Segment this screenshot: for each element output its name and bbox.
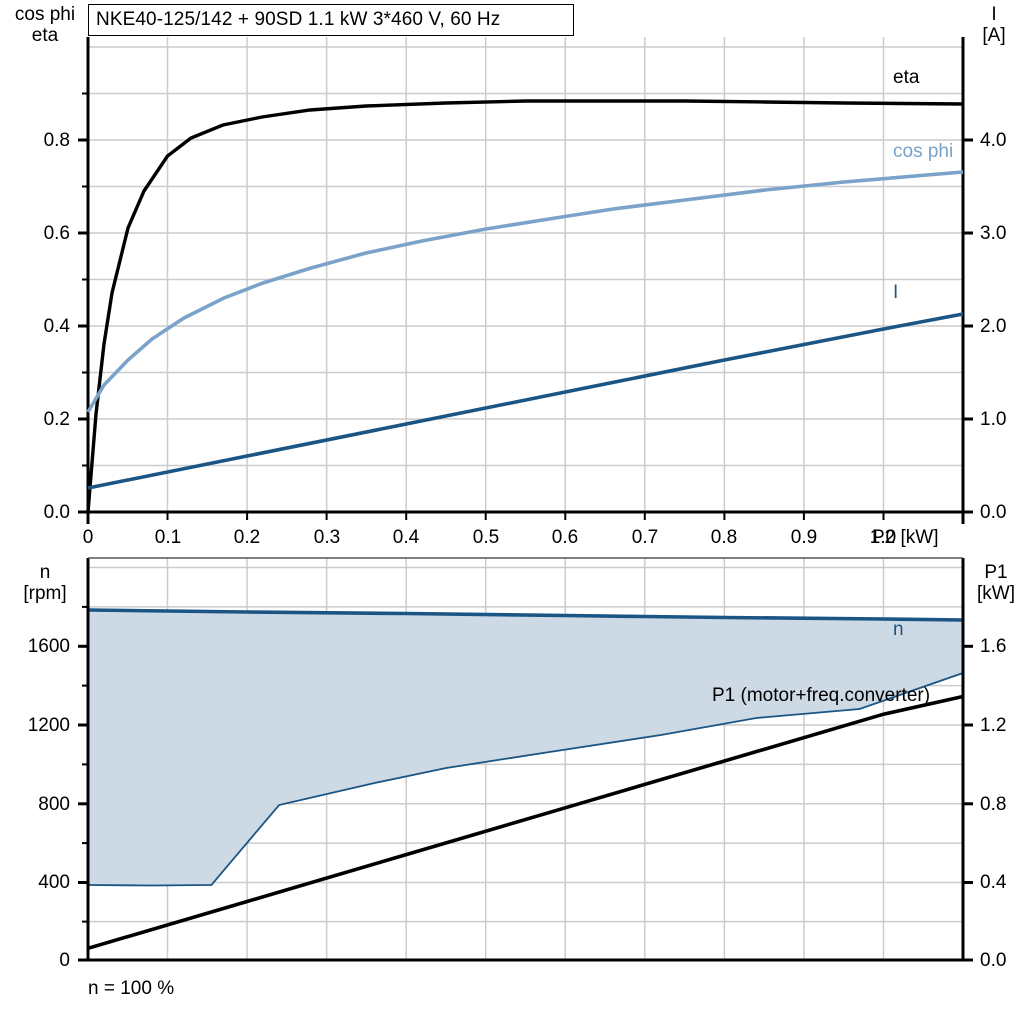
- bottom-right-axis-title: P1 [kW]: [977, 562, 1015, 604]
- bottom-right-tick-1: 0.4: [980, 872, 1007, 893]
- top-x-tick-6: 0.6: [551, 527, 579, 548]
- curve-label-eta: eta: [893, 67, 920, 88]
- top-left-tick-2: 0.4: [43, 316, 70, 337]
- bottom-right-tick-4: 1.6: [980, 636, 1007, 657]
- bottom-left-tick-4: 1600: [27, 636, 70, 657]
- top-left-tick-0: 0.0: [43, 502, 70, 523]
- bottom-right-tick-0: 0.0: [980, 950, 1007, 971]
- speed-band-fill: [88, 610, 963, 886]
- top-x-tick-1: 0.1: [154, 527, 182, 548]
- footer-note: n = 100 %: [88, 978, 175, 999]
- top-x-tick-9: 0.9: [790, 527, 818, 548]
- curve-label-current: I: [893, 282, 899, 303]
- curve-label-cos-phi: cos phi: [893, 141, 954, 162]
- top-left-tick-3: 0.6: [43, 223, 70, 244]
- chart-title-box: NKE40-125/142 + 90SD 1.1 kW 3*460 V, 60 …: [88, 4, 574, 36]
- curve-power: [87, 694, 964, 951]
- bottom-left-axis-title: n [rpm]: [23, 562, 67, 604]
- top-right-tick-0: 0.0: [980, 502, 1007, 523]
- curve-cos-phi: [86, 170, 964, 413]
- top-x-tick-5: 0.5: [472, 527, 500, 548]
- top-right-tick-2: 2.0: [980, 316, 1007, 337]
- top-x-tick-10: 1.0: [869, 527, 897, 548]
- top-x-tick-7: 0.7: [631, 527, 659, 548]
- top-x-tick-0: 0: [82, 527, 94, 548]
- curve-label-speed: n: [893, 619, 904, 640]
- bottom-right-tick-2: 0.8: [980, 794, 1007, 815]
- curve-label-power: P1 (motor+freq.converter): [712, 685, 931, 706]
- top-x-axis-title: P2 [kW]: [872, 527, 939, 548]
- top-axes: [78, 37, 973, 524]
- top-right-tick-4: 4.0: [980, 130, 1007, 151]
- top-left-tick-1: 0.2: [43, 409, 70, 430]
- curve-eta: [86, 99, 964, 513]
- top-x-tick-4: 0.4: [392, 527, 420, 548]
- top-x-tick-8: 0.8: [710, 527, 738, 548]
- top-grid: [88, 37, 963, 512]
- curve-current: [87, 312, 964, 490]
- bottom-right-tick-3: 1.2: [980, 715, 1007, 736]
- bottom-left-tick-0: 0: [59, 950, 70, 971]
- top-right-tick-3: 3.0: [980, 223, 1007, 244]
- bottom-left-tick-2: 800: [38, 794, 70, 815]
- curve-speed-lower: [87, 672, 964, 887]
- top-right-axis-title: I [A]: [982, 4, 1006, 46]
- curve-speed: [87, 608, 964, 622]
- top-left-tick-4: 0.8: [43, 130, 70, 151]
- top-x-tick-3: 0.3: [313, 527, 341, 548]
- bottom-axes: [78, 557, 973, 962]
- bottom-left-tick-1: 400: [38, 872, 70, 893]
- top-x-tick-2: 0.2: [233, 527, 261, 548]
- top-right-tick-1: 1.0: [980, 409, 1007, 430]
- bottom-left-tick-3: 1200: [27, 715, 70, 736]
- top-left-axis-title: cos phi eta: [14, 4, 76, 46]
